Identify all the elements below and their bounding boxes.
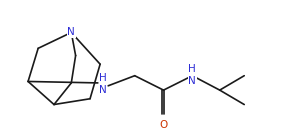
Text: N: N <box>188 76 196 86</box>
Text: N: N <box>67 28 75 38</box>
Text: O: O <box>159 120 168 130</box>
Text: H: H <box>99 73 107 83</box>
Text: N: N <box>99 85 107 95</box>
Text: H: H <box>188 64 196 74</box>
